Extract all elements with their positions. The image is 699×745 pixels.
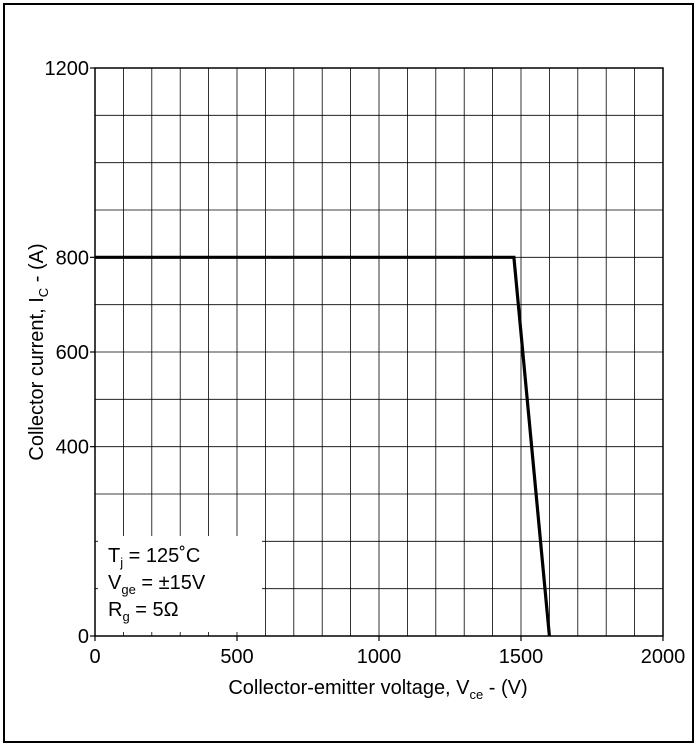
conditions-box (98, 536, 262, 632)
y-axis-label: Collector current, IC - (A) (26, 243, 51, 460)
x-axis-label: Collector-emitter voltage, Vce - (V) (228, 677, 527, 702)
y-tick-label: 1200 (45, 58, 90, 80)
y-tick-label: 0 (78, 626, 89, 648)
x-tick-label: 0 (89, 646, 100, 668)
x-tick-label: 2000 (641, 646, 686, 668)
condition-rg: Rg = 5Ω (108, 599, 179, 624)
y-tick-label: 400 (56, 437, 89, 459)
condition-tj: Tj = 125˚C (108, 545, 200, 570)
x-tick-label: 500 (220, 646, 253, 668)
y-tick-label: 600 (56, 342, 89, 364)
x-tick-label: 1000 (357, 646, 402, 668)
soa-boundary-line (95, 255, 551, 637)
tick-labels: 0 500 1000 1500 2000 0 400 600 800 1200 (45, 58, 686, 668)
x-tick-label: 1500 (499, 646, 544, 668)
series-group (95, 255, 551, 637)
chart-frame (3, 3, 694, 743)
y-tick-label: 800 (56, 247, 89, 269)
condition-vge: Vge = ±15V (108, 572, 206, 597)
